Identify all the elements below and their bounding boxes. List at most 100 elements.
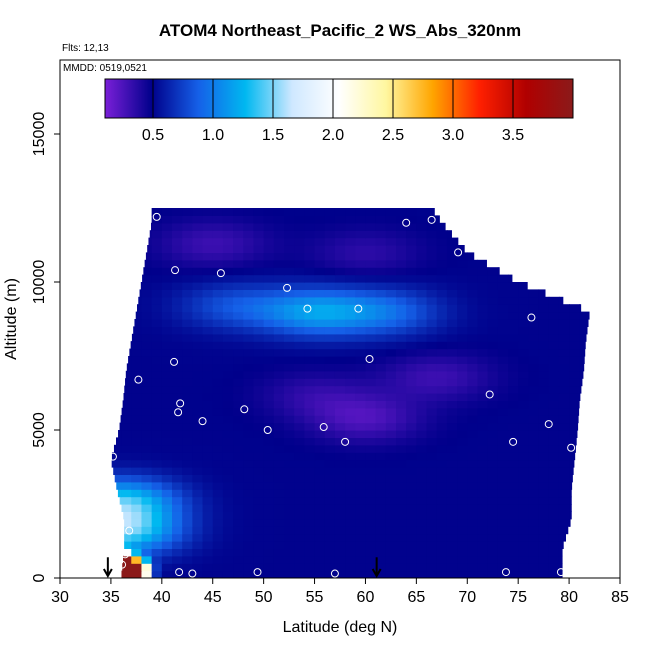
heatmap-cell (558, 459, 570, 468)
heatmap-cell (497, 489, 509, 498)
heatmap-cell (273, 274, 285, 283)
heatmap-cell (355, 274, 367, 283)
heatmap-cell (192, 452, 204, 461)
heatmap-cell (131, 378, 143, 387)
heatmap-cell (141, 467, 153, 475)
heatmap-cell (284, 319, 295, 327)
heatmap-cell (446, 415, 458, 424)
heatmap-cell (192, 378, 204, 387)
heatmap-cell (528, 363, 540, 372)
heatmap-cell (406, 452, 417, 461)
heatmap-cell (518, 289, 529, 298)
heatmap-cell (273, 518, 285, 527)
heatmap-cell (334, 274, 346, 283)
heatmap-cell (151, 215, 163, 224)
heatmap-cell (446, 533, 458, 542)
heatmap-cell (192, 259, 204, 268)
heatmap-cell (182, 452, 193, 461)
heatmap-cell (457, 370, 468, 379)
heatmap-cell (406, 437, 417, 446)
heatmap-cell (294, 363, 305, 372)
heatmap-cell (141, 333, 153, 342)
heatmap-cell (182, 444, 193, 453)
heatmap-cell (192, 319, 204, 327)
heatmap-cell (324, 533, 336, 542)
heatmap-cell (436, 245, 448, 253)
heatmap-cell (202, 385, 214, 394)
heatmap-cell (477, 526, 489, 535)
heatmap-cell (314, 518, 326, 527)
heatmap-cell (457, 474, 468, 483)
heatmap-cell (385, 378, 397, 387)
heatmap-cell (202, 370, 214, 379)
heatmap-cell (497, 363, 509, 372)
heatmap-cell (426, 467, 438, 475)
heatmap-cell (487, 319, 499, 327)
heatmap-cell (426, 252, 438, 261)
heatmap-cell (263, 356, 275, 364)
heatmap-cell (182, 533, 193, 542)
heatmap-cell (385, 274, 397, 283)
heatmap-cell (182, 333, 193, 342)
heatmap-cell (365, 237, 377, 246)
heatmap-cell (324, 481, 336, 490)
heatmap-cell (151, 444, 163, 453)
heatmap-cell (172, 526, 183, 535)
heatmap-cell (151, 237, 163, 246)
heatmap-cell (202, 274, 214, 283)
heatmap-cell (202, 467, 214, 475)
heatmap-cell (202, 333, 214, 342)
sample-point (188, 569, 197, 578)
heatmap-cell (396, 422, 407, 431)
heatmap-cell (436, 296, 448, 305)
heatmap-cell (508, 518, 519, 527)
heatmap-cell (263, 363, 275, 372)
heatmap-cell (294, 570, 305, 578)
heatmap-cell (528, 296, 540, 305)
heatmap-cell (202, 422, 214, 431)
heatmap-cell (263, 333, 275, 342)
heatmap-cell (548, 326, 560, 335)
heatmap-cell (436, 541, 448, 549)
heatmap-cell (131, 341, 143, 350)
heatmap-cell (314, 356, 326, 364)
heatmap-cell (192, 504, 204, 512)
heatmap-cell (243, 474, 255, 483)
heatmap-cell (467, 348, 479, 357)
heatmap-cell (467, 400, 479, 409)
heatmap-cell (314, 533, 326, 542)
heatmap-cell (426, 489, 438, 498)
heatmap-cell (355, 422, 367, 431)
heatmap-cell (294, 333, 305, 342)
heatmap-cell (263, 555, 275, 564)
heatmap-cell (365, 548, 377, 557)
heatmap-cell (222, 245, 234, 253)
heatmap-cell (222, 518, 234, 527)
heatmap-cell (416, 467, 428, 475)
heatmap-cell (528, 348, 540, 357)
heatmap-cell (569, 319, 580, 327)
heatmap-cell (121, 459, 132, 468)
heatmap-cell (172, 252, 183, 261)
heatmap-cell (253, 282, 265, 290)
heatmap-cell (457, 570, 468, 578)
heatmap-cell (497, 282, 509, 290)
heatmap-cell (396, 504, 407, 512)
heatmap-cell (324, 541, 336, 549)
heatmap-cell (284, 430, 295, 438)
heatmap-cell (314, 563, 326, 572)
sample-point (240, 405, 249, 414)
heatmap-cell (161, 548, 173, 557)
heatmap-cell (365, 400, 377, 409)
heatmap-cell (497, 385, 509, 394)
heatmap-cell (253, 526, 265, 535)
heatmap-cell (528, 444, 540, 453)
heatmap-cell (334, 208, 346, 216)
heatmap-cell (375, 555, 387, 564)
heatmap-cell (365, 533, 377, 542)
heatmap-cell (304, 326, 316, 335)
heatmap-cell (324, 467, 336, 475)
heatmap-cell (253, 348, 265, 357)
heatmap-cell (345, 541, 356, 549)
heatmap-cell (212, 400, 224, 409)
